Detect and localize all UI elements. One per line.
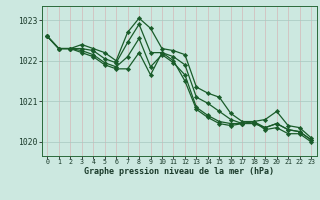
X-axis label: Graphe pression niveau de la mer (hPa): Graphe pression niveau de la mer (hPa) bbox=[84, 167, 274, 176]
